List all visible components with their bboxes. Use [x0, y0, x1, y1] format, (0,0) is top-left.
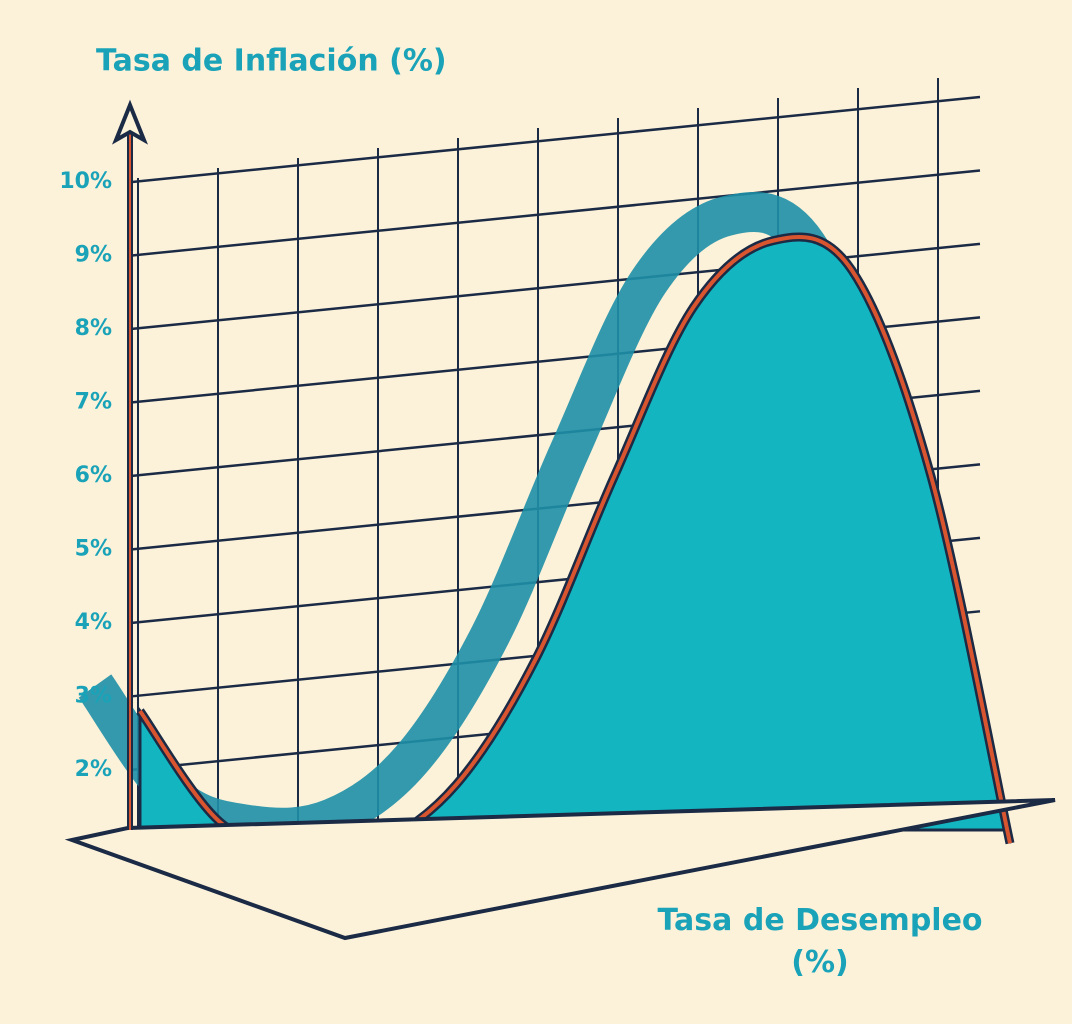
- x-axis-title-box: Tasa de Desempleo (%): [657, 903, 983, 980]
- y-tick-label: 10%: [59, 169, 112, 194]
- y-axis-title: Tasa de Inflación (%): [96, 44, 447, 79]
- y-tick-label: 5%: [75, 536, 112, 561]
- grid-line: [131, 95, 981, 184]
- y-tick-label: 8%: [75, 316, 112, 341]
- y-tick-label: 2%: [75, 757, 112, 782]
- plot: [78, 191, 1015, 858]
- floor: [64, 798, 1056, 941]
- y-tick-label: 4%: [75, 610, 112, 635]
- grid-line: [131, 169, 981, 257]
- y-tick-label: 9%: [75, 242, 112, 267]
- y-tick-label: 7%: [75, 389, 112, 414]
- y-tick-label: 3%: [75, 683, 112, 708]
- y-axis-arrow: [112, 99, 148, 145]
- y-tick-label: 6%: [75, 463, 112, 488]
- x-axis-title: Tasa de Desempleo (%): [657, 903, 983, 980]
